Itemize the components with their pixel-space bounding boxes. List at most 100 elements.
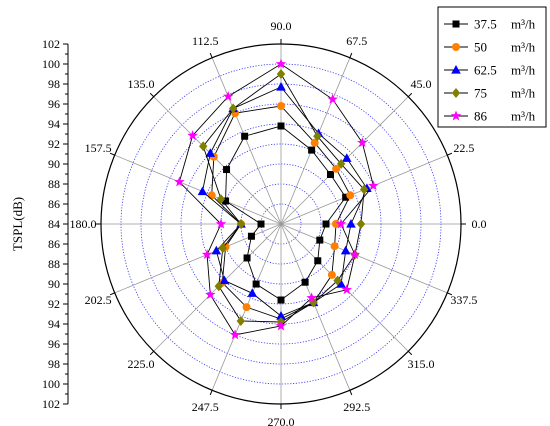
- legend-unit: m³/h: [511, 40, 536, 55]
- data-point: [201, 249, 213, 260]
- angular-tick-label: 67.5: [346, 34, 367, 48]
- data-point: [222, 91, 234, 101]
- legend-label: 75: [474, 86, 487, 101]
- data-point: [219, 275, 230, 285]
- data-point: [223, 166, 231, 174]
- angular-tick: [407, 350, 413, 356]
- radial-tick-label: 90: [48, 277, 60, 291]
- angular-tick: [149, 92, 155, 98]
- data-point: [222, 197, 230, 205]
- angular-tick: [109, 292, 115, 296]
- angular-tick-label: 180.0: [70, 217, 97, 231]
- data-point: [276, 69, 286, 79]
- legend-label: 50: [474, 40, 487, 55]
- data-point: [247, 232, 255, 240]
- data-point: [275, 320, 287, 331]
- radial-axis-title: TSPL(dB): [10, 197, 25, 251]
- angular-tick-label: 337.5: [450, 293, 477, 307]
- data-point: [199, 141, 208, 152]
- radial-tick-label: 88: [48, 257, 60, 271]
- data-point: [346, 191, 355, 200]
- radial-tick-label: 86: [48, 237, 60, 251]
- data-point: [205, 148, 216, 157]
- data-point: [326, 171, 334, 179]
- data-point: [332, 164, 341, 173]
- data-point: [243, 254, 251, 262]
- data-point: [241, 132, 249, 140]
- data-point: [252, 280, 260, 288]
- angular-tick: [447, 152, 453, 156]
- data-point: [342, 193, 350, 201]
- legend-label: 37.5: [474, 17, 497, 32]
- data-point: [327, 93, 338, 104]
- angular-tick-label: 315.0: [408, 357, 435, 371]
- angular-tick-label: 22.5: [453, 141, 474, 155]
- radial-axis: 84 86 86 88 88 90 90 92 92 94 94 96 96 98 98 100 100 102 1…: [10, 37, 69, 411]
- data-point: [333, 275, 342, 286]
- series-37-5: [222, 122, 350, 304]
- data-point: [359, 184, 369, 195]
- radial-tick-label: 100: [42, 377, 60, 391]
- data-point: [368, 180, 379, 191]
- legend: 37.5 m³/h 50 m³/h 62.5 m³/h 75 m³/h 86 m³/h: [437, 6, 547, 128]
- legend-unit: m³/h: [511, 63, 536, 78]
- data-point: [341, 153, 352, 162]
- data-point: [218, 243, 227, 254]
- radial-tick-label: 94: [48, 317, 60, 331]
- angular-tick-label: 0.0: [472, 217, 487, 231]
- data-point: [349, 249, 361, 260]
- data-point: [308, 146, 316, 154]
- angular-tick-label: 135.0: [127, 77, 154, 91]
- legend-label: 62.5: [474, 63, 497, 78]
- data-point: [336, 158, 346, 169]
- angular-tick: [447, 292, 453, 296]
- angular-tick: [349, 390, 353, 396]
- data-point: [207, 191, 216, 200]
- data-point: [316, 236, 324, 244]
- legend-marker: [451, 88, 461, 98]
- data-point: [335, 218, 347, 229]
- legend-marker: [452, 43, 460, 51]
- data-point: [357, 137, 368, 148]
- radial-tick-label: 92: [48, 297, 60, 311]
- radial-tick-label: 88: [48, 177, 60, 191]
- data-point: [216, 194, 226, 205]
- spoke-line: [153, 96, 282, 225]
- angular-tick: [349, 52, 353, 58]
- radial-tick-label: 98: [48, 357, 60, 371]
- angular-tick-label: 270.0: [268, 415, 295, 426]
- data-point: [276, 82, 286, 91]
- data-point: [276, 311, 286, 320]
- spoke-line: [280, 223, 448, 294]
- data-point: [336, 279, 346, 288]
- data-point: [277, 102, 285, 110]
- angular-tick-label: 202.5: [85, 293, 112, 307]
- angular-spokes: [101, 44, 461, 404]
- data-point: [277, 296, 285, 304]
- radial-tick-label: 96: [48, 97, 60, 111]
- legend-unit: m³/h: [511, 17, 536, 32]
- data-point: [247, 288, 258, 297]
- data-point: [236, 219, 246, 229]
- data-point: [310, 138, 319, 147]
- radial-tick-label: 102: [42, 37, 60, 51]
- angular-tick-label: 225.0: [127, 357, 154, 371]
- data-point: [214, 281, 223, 292]
- angular-tick-label: 112.5: [192, 34, 219, 48]
- legend-unit: m³/h: [511, 109, 536, 124]
- angular-tick-label: 157.5: [85, 141, 112, 155]
- data-point: [346, 219, 356, 228]
- data-point: [205, 289, 216, 300]
- angular-tick-labels: 0.0 22.5 45.0 67.5 90.0 112.5 135.0 157.5 180.0 2…: [70, 19, 487, 426]
- radial-tick-label: 90: [48, 157, 60, 171]
- series-86: [174, 58, 379, 340]
- legend-label: 86: [474, 109, 488, 124]
- data-point: [215, 218, 227, 229]
- radial-tick-label: 98: [48, 77, 60, 91]
- radial-tick-label: 100: [42, 57, 60, 71]
- legend-marker: [451, 65, 461, 74]
- radial-tick-label: 92: [48, 137, 60, 151]
- angular-tick: [209, 52, 213, 58]
- radial-tick-label: 84: [48, 217, 60, 231]
- spoke-line: [280, 223, 351, 391]
